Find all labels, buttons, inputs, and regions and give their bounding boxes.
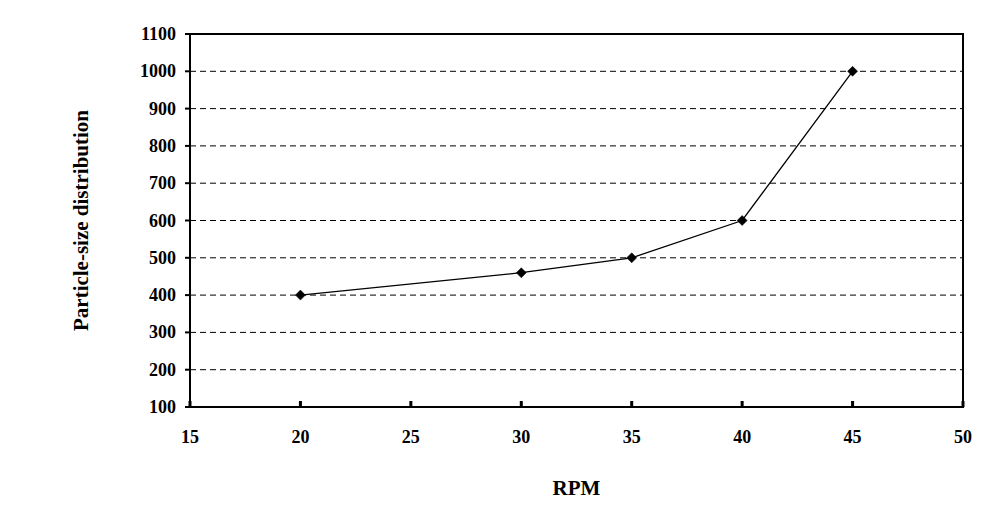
data-marker [627, 253, 637, 263]
x-axis: 15 20 25 30 35 40 45 50 [181, 401, 972, 447]
x-tick [741, 401, 744, 407]
grid-line [190, 183, 963, 184]
data-marker [848, 66, 858, 76]
y-axis-label: Particle-size distribution [69, 110, 93, 331]
grid-line [190, 369, 963, 370]
x-tick-label: 40 [733, 427, 751, 447]
y-tick-label: 600 [149, 211, 176, 231]
grid-line [190, 108, 963, 109]
y-tick [185, 182, 190, 184]
x-tick [520, 401, 523, 407]
y-tick-label: 100 [149, 397, 176, 417]
chart-svg: 100 200 300 400 500 600 700 800 900 1000 1100 15 20 2… [0, 0, 1008, 511]
grid [190, 34, 963, 407]
x-tick [299, 401, 302, 407]
y-tick-label: 500 [149, 248, 176, 268]
x-tick-label: 20 [291, 427, 309, 447]
x-tick [962, 401, 965, 407]
y-tick [185, 220, 190, 222]
y-axis: 100 200 300 400 500 600 700 800 900 1000 1100 [140, 24, 190, 417]
y-tick-label: 200 [149, 360, 176, 380]
x-tick-label: 45 [844, 427, 862, 447]
y-tick-label: 700 [149, 173, 176, 193]
plot-frame [190, 34, 963, 407]
data-line [300, 71, 852, 295]
data-layer [295, 66, 857, 300]
y-tick [185, 108, 190, 110]
grid-line [190, 145, 963, 146]
y-tick [185, 257, 190, 259]
grid-line [190, 257, 963, 258]
y-tick [185, 331, 190, 333]
x-tick-label: 35 [623, 427, 641, 447]
y-tick [185, 33, 190, 35]
y-tick [185, 369, 190, 371]
y-tick-label: 1100 [141, 24, 176, 44]
grid-line [190, 220, 963, 221]
x-axis-label: RPM [553, 476, 601, 500]
data-marker [516, 268, 526, 278]
chart-container: 100 200 300 400 500 600 700 800 900 1000 1100 15 20 2… [0, 0, 1008, 511]
x-tick [630, 401, 633, 407]
y-tick [185, 70, 190, 72]
x-tick [851, 401, 854, 407]
y-tick [185, 294, 190, 296]
x-tick [189, 401, 192, 407]
x-tick-label: 25 [402, 427, 420, 447]
data-marker [295, 290, 305, 300]
x-tick [409, 401, 412, 407]
y-tick-label: 800 [149, 136, 176, 156]
x-tick-label: 15 [181, 427, 199, 447]
x-tick-label: 50 [954, 427, 972, 447]
x-tick-label: 30 [512, 427, 530, 447]
y-tick-label: 300 [149, 322, 176, 342]
y-tick-label: 900 [149, 99, 176, 119]
grid-line [190, 71, 963, 72]
y-tick [185, 145, 190, 147]
data-marker [737, 216, 747, 226]
y-tick-label: 400 [149, 285, 176, 305]
y-tick-label: 1000 [140, 61, 176, 81]
grid-line [190, 332, 963, 333]
